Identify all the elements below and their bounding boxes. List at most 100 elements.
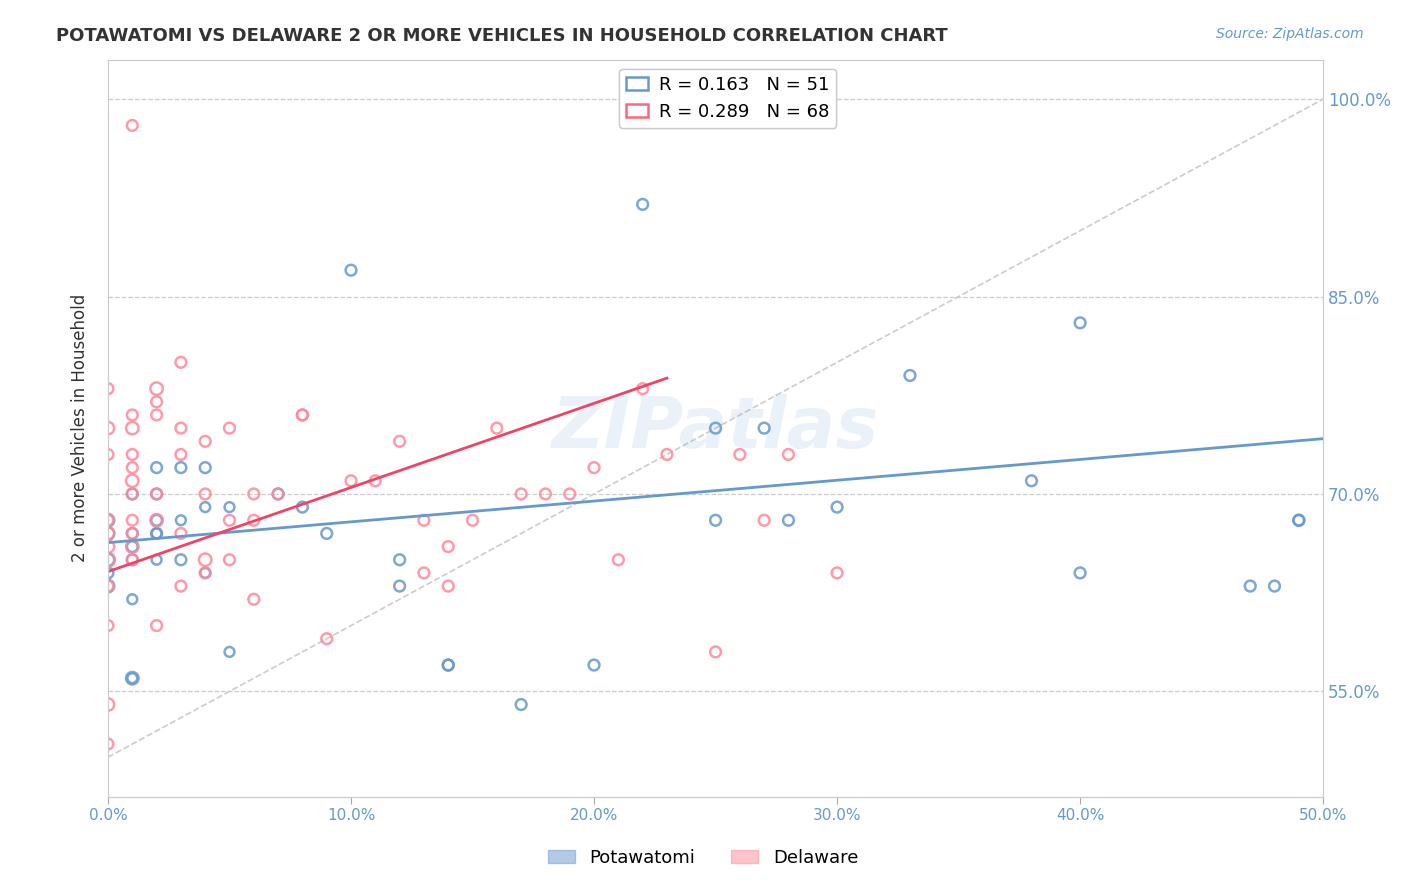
Point xyxy=(97,513,120,527)
Point xyxy=(1263,579,1285,593)
Point xyxy=(194,434,217,449)
Point xyxy=(121,540,143,554)
Point xyxy=(1263,803,1285,817)
Point xyxy=(97,553,120,567)
Point xyxy=(170,553,193,567)
Point xyxy=(97,382,120,396)
Point xyxy=(388,553,411,567)
Point xyxy=(145,382,167,396)
Point xyxy=(364,474,387,488)
Point xyxy=(121,671,143,685)
Point xyxy=(194,566,217,580)
Point xyxy=(97,553,120,567)
Point xyxy=(388,434,411,449)
Point xyxy=(121,487,143,501)
Point xyxy=(194,500,217,515)
Point xyxy=(218,421,240,435)
Point xyxy=(170,513,193,527)
Point xyxy=(97,579,120,593)
Point xyxy=(97,566,120,580)
Point xyxy=(121,553,143,567)
Point xyxy=(1288,513,1310,527)
Point xyxy=(97,737,120,751)
Point xyxy=(291,408,314,422)
Point xyxy=(825,566,848,580)
Text: ZIPatlas: ZIPatlas xyxy=(553,393,879,463)
Point xyxy=(267,487,290,501)
Point xyxy=(534,487,557,501)
Point xyxy=(1069,316,1091,330)
Point xyxy=(315,632,337,646)
Point xyxy=(97,698,120,712)
Point xyxy=(145,618,167,632)
Point xyxy=(704,645,727,659)
Point xyxy=(194,566,217,580)
Point xyxy=(583,460,606,475)
Point xyxy=(97,579,120,593)
Point xyxy=(121,592,143,607)
Point xyxy=(1069,566,1091,580)
Point xyxy=(145,394,167,409)
Point xyxy=(510,698,533,712)
Point xyxy=(778,447,800,461)
Point xyxy=(170,526,193,541)
Point xyxy=(291,408,314,422)
Point xyxy=(704,421,727,435)
Point xyxy=(437,658,460,673)
Point xyxy=(218,513,240,527)
Point xyxy=(145,526,167,541)
Point xyxy=(145,553,167,567)
Point xyxy=(121,119,143,133)
Point xyxy=(218,645,240,659)
Point xyxy=(388,579,411,593)
Point xyxy=(97,540,120,554)
Point xyxy=(170,447,193,461)
Point xyxy=(170,579,193,593)
Point xyxy=(218,500,240,515)
Point xyxy=(267,487,290,501)
Point xyxy=(340,474,363,488)
Point xyxy=(145,408,167,422)
Point xyxy=(437,658,460,673)
Point xyxy=(121,487,143,501)
Point xyxy=(121,671,143,685)
Y-axis label: 2 or more Vehicles in Household: 2 or more Vehicles in Household xyxy=(72,294,89,562)
Point xyxy=(243,487,266,501)
Point xyxy=(97,618,120,632)
Point xyxy=(97,421,120,435)
Point xyxy=(218,553,240,567)
Point xyxy=(170,421,193,435)
Point xyxy=(121,460,143,475)
Point xyxy=(1288,513,1310,527)
Text: Source: ZipAtlas.com: Source: ZipAtlas.com xyxy=(1216,27,1364,41)
Point xyxy=(704,513,727,527)
Point xyxy=(170,460,193,475)
Point xyxy=(194,487,217,501)
Legend: Potawatomi, Delaware: Potawatomi, Delaware xyxy=(540,842,866,874)
Point xyxy=(778,513,800,527)
Point xyxy=(825,500,848,515)
Point xyxy=(291,500,314,515)
Point xyxy=(145,487,167,501)
Point xyxy=(121,474,143,488)
Point xyxy=(145,526,167,541)
Point xyxy=(413,513,436,527)
Point xyxy=(121,447,143,461)
Legend: R = 0.163   N = 51, R = 0.289   N = 68: R = 0.163 N = 51, R = 0.289 N = 68 xyxy=(619,69,837,128)
Point xyxy=(121,526,143,541)
Point xyxy=(485,421,508,435)
Point xyxy=(1021,474,1043,488)
Point xyxy=(583,658,606,673)
Point xyxy=(243,513,266,527)
Text: POTAWATOMI VS DELAWARE 2 OR MORE VEHICLES IN HOUSEHOLD CORRELATION CHART: POTAWATOMI VS DELAWARE 2 OR MORE VEHICLE… xyxy=(56,27,948,45)
Point xyxy=(97,526,120,541)
Point xyxy=(170,355,193,369)
Point xyxy=(510,487,533,501)
Point xyxy=(1239,579,1261,593)
Point xyxy=(121,408,143,422)
Point xyxy=(413,566,436,580)
Point xyxy=(631,382,654,396)
Point xyxy=(145,487,167,501)
Point xyxy=(437,579,460,593)
Point xyxy=(145,513,167,527)
